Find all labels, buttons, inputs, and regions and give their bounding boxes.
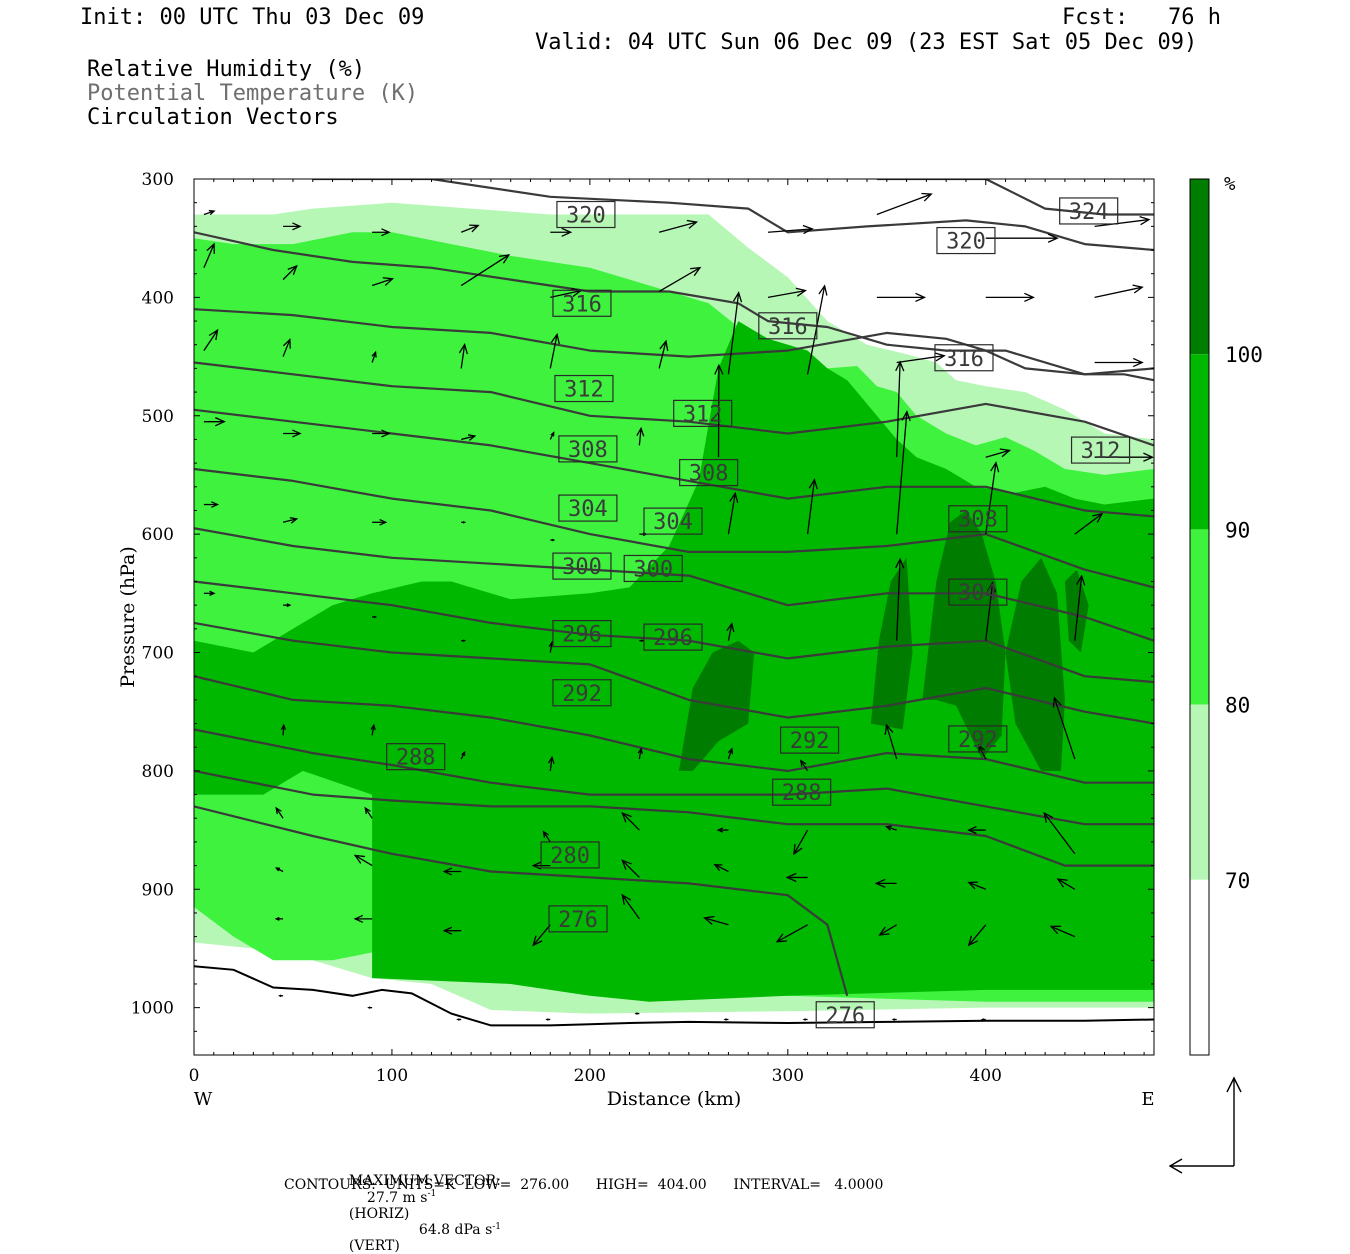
theta-label-text: 292	[958, 728, 998, 753]
theta-label-text: 312	[564, 378, 604, 403]
colorbar-segment	[1190, 179, 1209, 354]
theta-label-text: 324	[1069, 200, 1109, 225]
x-end-label-west: W	[194, 1089, 213, 1110]
max-vert-value: 64.8 dPa s	[419, 1222, 492, 1238]
x-tick-label: 400	[970, 1066, 1002, 1086]
circulation-vector	[893, 1019, 896, 1020]
x-tick-label: 0	[189, 1066, 200, 1086]
x-tick-label: 300	[772, 1066, 804, 1086]
theta-label: 320	[937, 228, 995, 255]
theta-label-text: 276	[558, 908, 598, 933]
theta-label-text: 304	[653, 510, 693, 535]
theta-label-text: 300	[633, 557, 673, 582]
circulation-vector	[639, 640, 642, 641]
reference-vector-icon	[1170, 1078, 1241, 1173]
circulation-vector	[986, 293, 1034, 301]
colorbar-unit: %	[1224, 173, 1236, 195]
theta-label-text: 320	[946, 230, 986, 255]
circulation-vector	[982, 1019, 985, 1020]
x-tick-label: 100	[376, 1066, 408, 1086]
theta-label-text: 292	[562, 682, 602, 707]
circulation-vector	[547, 1019, 550, 1020]
vert-tag: (VERT)	[349, 1238, 400, 1254]
circulation-vector	[725, 1019, 728, 1020]
theta-label-text: 304	[568, 497, 608, 522]
theta-label: 316	[935, 345, 993, 372]
colorbar-segment	[1190, 880, 1209, 1055]
cross-section-chart: 320 324 320 316 316 316 312 312 312 308 308 308 304 3…	[0, 0, 1350, 1200]
circulation-vector	[804, 1019, 807, 1020]
circulation-vector	[461, 640, 464, 641]
colorbar-label: 70	[1225, 869, 1250, 893]
circulation-vector	[1095, 285, 1143, 297]
circulation-vector	[550, 539, 553, 540]
theta-label-text: 296	[653, 626, 693, 651]
vert-exponent: -1	[492, 1222, 501, 1232]
y-tick-label: 600	[142, 525, 174, 545]
theta-label-text: 320	[566, 204, 606, 229]
circulation-vector	[636, 1013, 639, 1014]
x-tick-label: 200	[574, 1066, 606, 1086]
colorbar-label: 90	[1225, 518, 1250, 542]
theta-label-text: 288	[396, 746, 436, 771]
colorbar-segment	[1190, 529, 1209, 704]
y-tick-label: 500	[142, 407, 174, 427]
y-tick-label: 1000	[131, 999, 174, 1019]
y-tick-label: 400	[142, 288, 174, 308]
colorbar-label: 100	[1225, 343, 1263, 367]
x-axis-label: Distance (km)	[607, 1088, 742, 1110]
circulation-vector	[372, 616, 375, 617]
circulation-vector	[986, 234, 1057, 242]
y-axis-label: Pressure (hPa)	[117, 546, 139, 688]
theta-label-text: 280	[550, 844, 590, 869]
theta-label-text: 316	[944, 347, 984, 372]
y-tick-label: 300	[142, 170, 174, 190]
circulation-vector	[877, 293, 925, 301]
theta-label-text: 316	[768, 315, 808, 340]
theta-label-text: 300	[562, 555, 602, 580]
colorbar-label: 80	[1225, 694, 1250, 718]
y-tick-label: 700	[142, 644, 174, 664]
contour-info: CONTOURS: UNITS=K LOW= 276.00 HIGH= 404.…	[284, 1177, 883, 1193]
colorbar-segment	[1190, 354, 1209, 529]
theta-label-text: 288	[782, 781, 822, 806]
circulation-vector	[458, 1019, 461, 1020]
colorbar-segment	[1190, 705, 1209, 880]
circulation-vector	[204, 211, 214, 215]
theta-label-text: 312	[1081, 439, 1121, 464]
theta-label: 324	[1060, 198, 1118, 225]
circulation-vector	[877, 193, 931, 214]
theta-contour-324	[877, 179, 1154, 215]
y-tick-label: 800	[142, 762, 174, 782]
horiz-tag: (HORIZ)	[349, 1206, 409, 1222]
x-end-label-east: E	[1141, 1089, 1154, 1110]
theta-label-text: 308	[958, 508, 998, 533]
circulation-vector	[461, 522, 464, 523]
theta-label-text: 312	[683, 402, 723, 427]
theta-label-text: 308	[568, 438, 608, 463]
theta-label-text: 316	[562, 292, 602, 317]
circulation-vector	[280, 995, 283, 996]
theta-label-text: 308	[689, 462, 729, 487]
theta-label-text: 292	[790, 729, 830, 754]
theta-label-text: 276	[825, 1004, 865, 1029]
circulation-vector	[369, 1007, 372, 1008]
theta-label-text: 304	[958, 581, 998, 606]
theta-label-text: 296	[562, 623, 602, 648]
maximum-vector-note: MAXIMUM VECTOR: 27.7 m s-1 (HORIZ) 64.8 …	[340, 1157, 501, 1254]
circulation-vector	[1095, 358, 1143, 366]
y-tick-label: 900	[142, 880, 174, 900]
